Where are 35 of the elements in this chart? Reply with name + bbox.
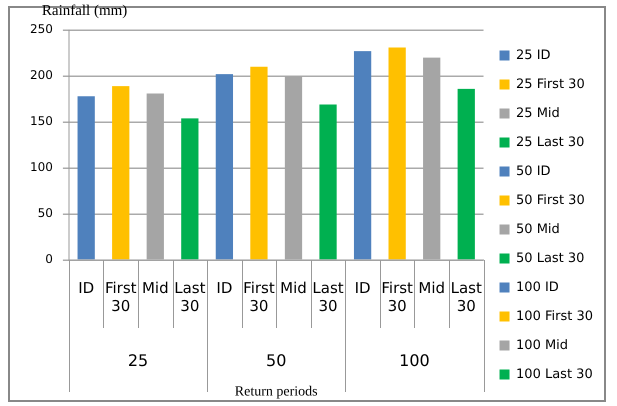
- x-tick-label: First 30: [381, 278, 414, 315]
- legend-label: 100 ID: [516, 280, 559, 295]
- x-tick-label: Last 30: [174, 278, 206, 315]
- x-tick-label: First 30: [243, 278, 275, 315]
- y-tick-label: 200: [30, 68, 53, 82]
- x-tick-label: Last 30: [312, 278, 344, 315]
- legend-label: 100 Mid: [516, 338, 568, 353]
- x-tick-label: Mid: [142, 278, 169, 297]
- legend-label: 50 Last 30: [516, 250, 584, 266]
- legend-label: 100 First 30: [516, 308, 594, 324]
- legend-label: 25 Last 30: [516, 134, 584, 150]
- legend-label: 50 First 30: [516, 192, 585, 208]
- x-tick-label: ID: [78, 278, 94, 297]
- y-tick-label: 100: [30, 160, 53, 174]
- y-tick-label: 150: [30, 114, 53, 128]
- legend-label: 25 Mid: [516, 106, 560, 121]
- y-axis-title: Rainfall (mm): [42, 2, 128, 19]
- x-tick-label: ID: [216, 278, 232, 297]
- legend-label: 25 ID: [516, 48, 551, 63]
- x-tick-label: First 30: [104, 278, 137, 315]
- text: 50: [266, 351, 286, 370]
- text: 25: [128, 351, 148, 370]
- text: 100: [399, 351, 430, 370]
- legend-label: 50 Mid: [516, 222, 560, 237]
- x-axis-title: Return periods: [234, 384, 318, 400]
- legend-label: 100 Last 30: [516, 366, 593, 382]
- x-tick-label: Last 30: [450, 278, 482, 315]
- y-tick-label: 0: [45, 252, 53, 266]
- x-tick-label: Mid: [418, 278, 446, 297]
- y-tick-label: 250: [30, 22, 53, 36]
- x-tick-label: Mid: [280, 278, 307, 297]
- legend-label: 25 First 30: [516, 76, 585, 92]
- x-tick-label: ID: [354, 278, 371, 297]
- y-tick-label: 50: [38, 206, 53, 220]
- legend-label: 50 ID: [516, 164, 551, 179]
